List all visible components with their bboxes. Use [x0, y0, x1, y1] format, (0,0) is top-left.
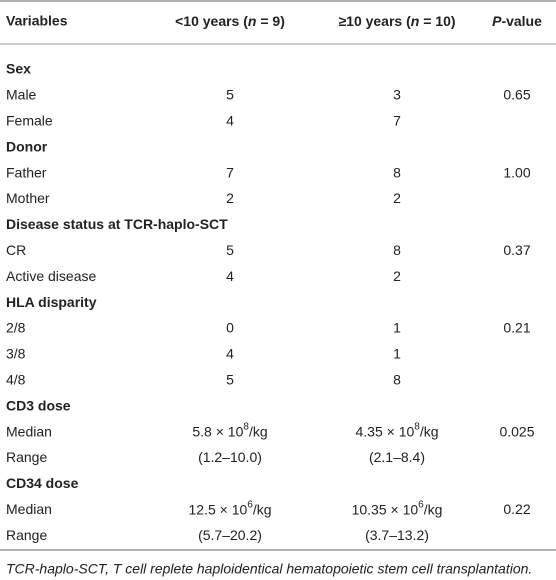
row-label: Father — [6, 164, 47, 180]
cell: (1.2–10.0) — [198, 449, 262, 465]
cell: 3 — [393, 87, 401, 103]
cell: (3.7–13.2) — [365, 527, 429, 543]
section-title: CD3 dose — [6, 397, 71, 413]
cell: 10.35 × 106/kg — [352, 499, 443, 517]
cell: 5.8 × 108/kg — [192, 422, 267, 440]
cell-exponent: 6 — [247, 499, 253, 510]
cell-unit: /kg — [424, 501, 443, 517]
cell: 2 — [393, 190, 401, 206]
row-label: Female — [6, 113, 53, 129]
cell-base: 10.35 × 10 — [352, 501, 419, 517]
p-value: 0.65 — [503, 87, 530, 103]
header-part: ≥10 years ( — [338, 13, 411, 29]
row-label: Active disease — [6, 268, 96, 284]
row-label: Mother — [6, 190, 50, 206]
cell-exponent: 8 — [243, 422, 249, 433]
cell: 5 — [226, 87, 234, 103]
header-cell: ≥10 years (n = 10) — [338, 13, 455, 29]
row-label: 3/8 — [6, 346, 26, 362]
cell: 2 — [393, 268, 401, 284]
row-label: CR — [6, 242, 26, 258]
p-value: 0.025 — [499, 423, 534, 439]
row-label: Range — [6, 527, 47, 543]
header-part: <10 years ( — [175, 13, 248, 29]
header-part: = 9) — [256, 13, 284, 29]
cell: 8 — [393, 372, 401, 388]
cell: 5 — [226, 372, 234, 388]
section-title: CD34 dose — [6, 475, 79, 491]
row-label: Median — [6, 501, 52, 517]
header-variables: Variables — [6, 13, 68, 29]
cell-base: 4.35 × 10 — [355, 423, 414, 439]
p-value: 0.37 — [503, 242, 530, 258]
cell: (2.1–8.4) — [369, 449, 425, 465]
header-cell: P-value — [492, 13, 542, 29]
cell: (5.7–20.2) — [198, 527, 262, 543]
row-label: 2/8 — [6, 320, 26, 336]
section-title: HLA disparity — [6, 294, 97, 310]
cell: 1 — [393, 346, 401, 362]
cell-unit: /kg — [253, 501, 272, 517]
cell: 4 — [226, 113, 234, 129]
cell-exponent: 8 — [414, 422, 420, 433]
section-title: Sex — [6, 61, 31, 77]
cell-base: 12.5 × 10 — [188, 501, 247, 517]
section-title: Disease status at TCR-haplo-SCT — [6, 216, 228, 232]
cell: 1 — [393, 320, 401, 336]
cell: 4 — [226, 346, 234, 362]
cell-base: 5.8 × 10 — [192, 423, 243, 439]
cell: 4 — [226, 268, 234, 284]
header-part: -value — [501, 13, 542, 29]
cell: 12.5 × 106/kg — [188, 499, 271, 517]
header-cell: <10 years (n = 9) — [175, 13, 285, 29]
header-part: n — [411, 13, 420, 29]
row-label: 4/8 — [6, 372, 26, 388]
cell-unit: /kg — [249, 423, 268, 439]
cell: 8 — [393, 242, 401, 258]
cell: 5 — [226, 242, 234, 258]
cell: 2 — [226, 190, 234, 206]
section-title: Donor — [6, 138, 48, 154]
cell: 4.35 × 108/kg — [355, 422, 438, 440]
header-part: = 10) — [419, 13, 455, 29]
row-label: Median — [6, 423, 52, 439]
cell: 8 — [393, 164, 401, 180]
cell: 0 — [226, 320, 234, 336]
row-label: Male — [6, 87, 37, 103]
row-label: Range — [6, 449, 47, 465]
footnote: TCR-haplo-SCT, T cell replete haploident… — [6, 561, 532, 577]
cell-exponent: 6 — [418, 499, 424, 510]
header-part: P — [492, 13, 502, 29]
p-value: 0.22 — [503, 501, 530, 517]
cell-unit: /kg — [420, 423, 439, 439]
cell: 7 — [393, 113, 401, 129]
p-value: 1.00 — [503, 164, 530, 180]
header-part: n — [248, 13, 257, 29]
p-value: 0.21 — [503, 320, 530, 336]
cell: 7 — [226, 164, 234, 180]
